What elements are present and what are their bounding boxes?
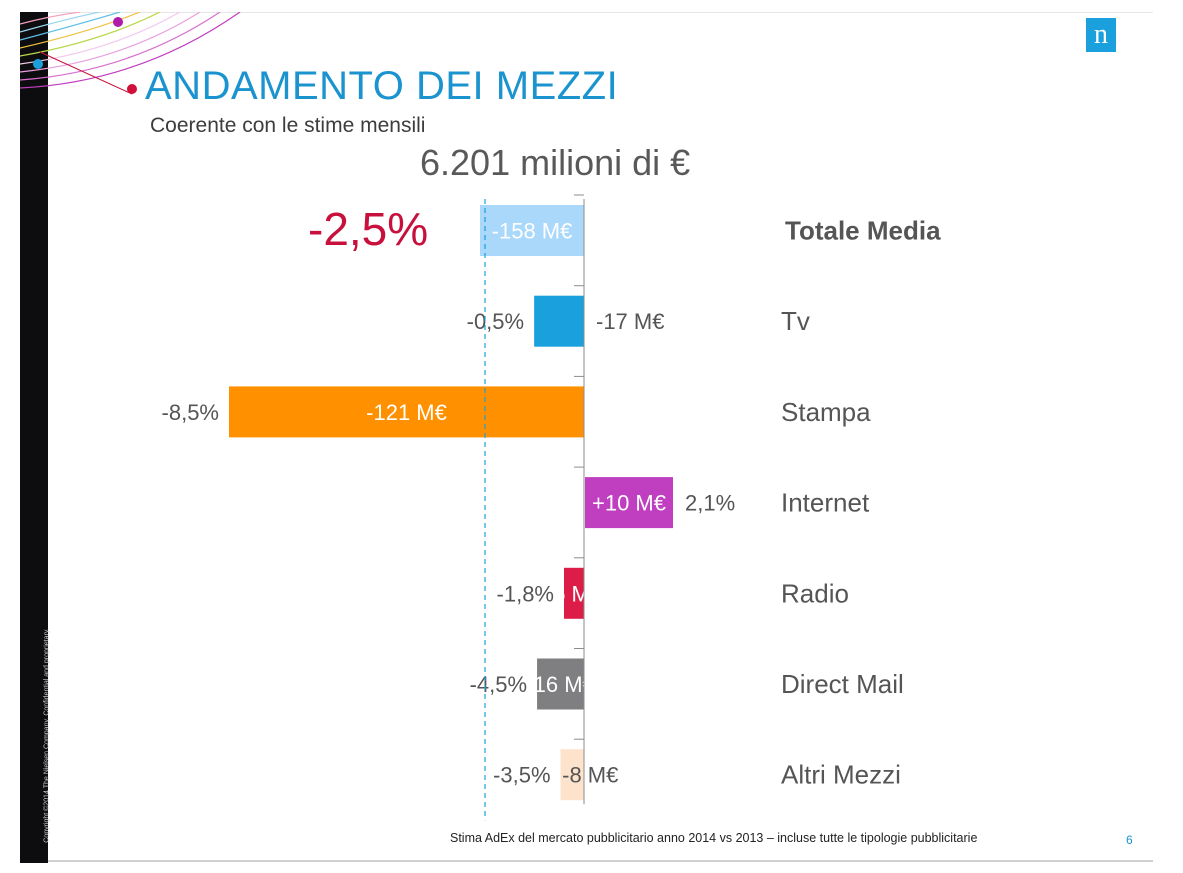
- value-label: -17 M€: [596, 309, 664, 334]
- value-label: -158 M€: [492, 219, 573, 244]
- category-label: Radio: [781, 578, 849, 608]
- percent-label: 2,1%: [685, 491, 735, 516]
- top-divider: [48, 12, 1153, 13]
- blue-dot-icon: [33, 59, 43, 69]
- footnote: Stima AdEx del mercato pubblicitario ann…: [450, 831, 978, 845]
- bar-altri-mezzi: [560, 749, 584, 801]
- bar-radio: [564, 567, 584, 619]
- magenta-dot-icon: [113, 17, 123, 27]
- bar-totale-media: [480, 205, 584, 256]
- percent-label: -0,5%: [467, 309, 524, 334]
- category-label: Stampa: [781, 397, 871, 427]
- category-label: Totale Media: [785, 216, 941, 246]
- decorative-arcs-icon: [20, 12, 241, 95]
- page-number: 6: [1126, 833, 1133, 847]
- page-subtitle: Coerente con le stime mensili: [150, 114, 426, 137]
- percent-label: -3,5%: [493, 763, 550, 788]
- percent-label: -1,8%: [497, 581, 554, 606]
- value-label: -6 M€: [546, 581, 602, 606]
- value-label: +10 M€: [592, 491, 666, 516]
- market-total: 6.201 milioni di €: [420, 142, 691, 183]
- percent-label: -8,5%: [162, 400, 219, 425]
- total-change-percent: -2,5%: [308, 203, 429, 255]
- nielsen-logo-icon: n: [1086, 18, 1116, 52]
- bar-direct-mail: [537, 658, 584, 710]
- title-bullet-icon: [127, 84, 137, 94]
- category-label: Internet: [781, 488, 870, 518]
- category-label: Direct Mail: [781, 669, 904, 699]
- category-label: Altri Mezzi: [781, 760, 901, 790]
- category-label: Tv: [781, 306, 810, 336]
- bar-tv: [534, 295, 584, 347]
- bar-internet: [585, 477, 673, 529]
- bottom-divider: [48, 860, 1153, 862]
- page-title: ANDAMENTO DEI MEZZI: [145, 64, 619, 108]
- percent-label: -4,5%: [470, 672, 527, 697]
- value-label: -121 M€: [366, 400, 447, 425]
- bar-stampa: [229, 386, 584, 438]
- value-label: -16 M€: [526, 672, 594, 697]
- value-label: -8 M€: [562, 763, 618, 788]
- sidebar: Copyright ©2014 The Nielsen Company. Con…: [20, 12, 51, 863]
